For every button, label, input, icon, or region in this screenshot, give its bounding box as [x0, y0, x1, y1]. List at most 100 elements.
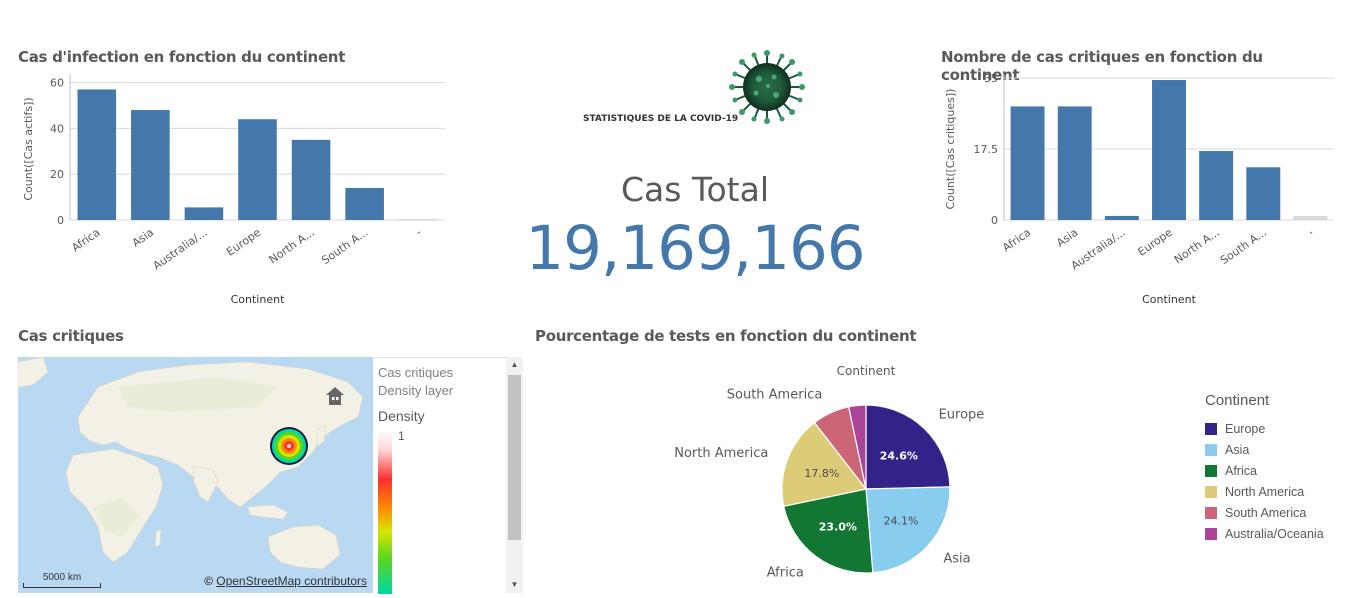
x-tick-label: South A... — [1218, 226, 1269, 267]
map-scale-label: 5000 km — [42, 572, 82, 583]
pie-value-label: 17.8% — [804, 467, 839, 480]
x-tick-label: Europe — [224, 226, 263, 259]
x-tick-label: Africa — [69, 226, 102, 255]
y-axis-title: Count([Cas critiques]) — [944, 89, 957, 210]
copyright-symbol: © — [204, 574, 213, 588]
bar-0[interactable] — [1010, 106, 1045, 220]
x-tick-label: - — [413, 226, 424, 239]
kpi-value: 19,169,166 — [525, 213, 865, 284]
map-scale: 5000 km — [23, 572, 101, 588]
legend-item-australia-oceania[interactable]: Australia/Oceania — [1205, 523, 1324, 544]
pie-slice-australia-oceania[interactable] — [847, 404, 867, 490]
y-tick-label: 20 — [50, 168, 64, 181]
pie-value-label: 24.6% — [880, 449, 918, 462]
legend-swatch — [1205, 443, 1217, 456]
bar-1[interactable] — [1057, 106, 1092, 220]
bar-5[interactable] — [1246, 167, 1281, 220]
scrollbar-thumb[interactable] — [508, 375, 521, 540]
bar-6[interactable] — [398, 218, 438, 220]
bar-3[interactable] — [1152, 80, 1186, 221]
legend-item-south-america[interactable]: South America — [1205, 502, 1324, 523]
x-axis-title: Continent — [231, 293, 285, 306]
legend-label: Europe — [1225, 421, 1266, 436]
legend-swatch — [1205, 464, 1217, 477]
bar-5[interactable] — [345, 187, 384, 220]
map-title: Cas critiques — [18, 327, 124, 345]
y-tick-label: 17.5 — [974, 143, 999, 156]
map-scale-bar — [23, 583, 101, 588]
legend-swatch — [1205, 422, 1217, 435]
y-tick-label: 35 — [984, 72, 998, 85]
legend-layer-type: Density layer — [378, 383, 454, 398]
bar-3[interactable] — [238, 119, 277, 220]
x-tick-label: Australia/... — [151, 226, 210, 273]
tests-pie-chart[interactable]: Continent 24.6% Europe 24.1% Asia 23.0% Africa… — [640, 355, 1040, 590]
pie-category-label: North America — [674, 446, 768, 461]
legend-item-europe[interactable]: Europe — [1205, 418, 1324, 439]
y-tick-label: 0 — [57, 214, 64, 227]
legend-label: Africa — [1225, 463, 1257, 478]
legend-label: South America — [1225, 505, 1307, 520]
y-tick-label: 60 — [50, 77, 64, 90]
legend-item-asia[interactable]: Asia — [1205, 439, 1324, 460]
y-tick-label: 0 — [991, 214, 998, 227]
x-tick-label: Africa — [1000, 226, 1033, 255]
pie-category-label: Asia — [943, 552, 970, 567]
map-legend: Cas critiques Density layer Density 1 — [373, 357, 507, 594]
legend-label: North America — [1225, 484, 1305, 499]
bar-4[interactable] — [291, 139, 331, 220]
density-label: Density — [378, 408, 425, 424]
pie-value-label: 24.1% — [884, 514, 919, 527]
pie-legend-title: Continent — [1205, 392, 1270, 409]
x-tick-label: Europe — [1136, 226, 1175, 259]
legend-swatch — [1205, 506, 1217, 519]
legend-item-north-america[interactable]: North America — [1205, 481, 1324, 502]
x-tick-label: Asia — [1054, 226, 1080, 250]
density-color-scale — [378, 430, 392, 594]
x-axis-title: Continent — [1142, 293, 1196, 306]
legend-swatch — [1205, 527, 1217, 540]
home-icon[interactable] — [325, 386, 345, 406]
pie-category-label: Africa — [767, 565, 804, 580]
covid-stats-title: STATISTIQUES DE LA COVID-19 — [583, 114, 739, 124]
bar-0[interactable] — [77, 89, 117, 220]
legend-label: Asia — [1225, 442, 1250, 457]
chart1-title: Cas d'infection en fonction du continent — [18, 48, 346, 66]
x-tick-label: North A... — [267, 226, 317, 267]
density-max-label: 1 — [398, 429, 405, 443]
virus-icon — [729, 50, 805, 124]
x-tick-label: - — [1305, 226, 1316, 239]
density-map[interactable]: 5000 km © OpenStreetMap contributors — [18, 357, 373, 593]
bar-6[interactable] — [1293, 215, 1328, 220]
pie-title: Pourcentage de tests en fonction du cont… — [535, 327, 917, 345]
legend-swatch — [1205, 485, 1217, 498]
bar-2[interactable] — [184, 207, 224, 220]
world-map-background — [18, 357, 364, 570]
map-attribution-link[interactable]: OpenStreetMap contributors — [216, 574, 367, 588]
y-tick-label: 40 — [50, 122, 64, 135]
pie-slice-europe[interactable] — [865, 404, 951, 490]
pie-legend: Continent Europe Asia Africa North America S… — [1205, 392, 1324, 544]
x-tick-label: South A... — [319, 226, 370, 267]
pie-slice-asia[interactable] — [865, 486, 951, 574]
map-attribution[interactable]: © OpenStreetMap contributors — [204, 574, 367, 588]
kpi-label: Cas Total — [620, 170, 770, 209]
pie-value-label: 23.0% — [819, 521, 857, 534]
x-tick-label: Asia — [130, 226, 156, 250]
legend-label: Australia/Oceania — [1225, 526, 1324, 541]
legend-layer-name: Cas critiques — [378, 365, 454, 380]
scroll-up-icon[interactable]: ▲ — [510, 360, 519, 369]
bar-4[interactable] — [1199, 151, 1234, 220]
x-tick-label: North A... — [1172, 226, 1222, 267]
scroll-down-icon[interactable]: ▼ — [510, 580, 519, 589]
pie-slice-north-america[interactable] — [781, 421, 868, 508]
pie-category-label: South America — [727, 388, 823, 403]
bar-1[interactable] — [131, 110, 170, 220]
pie-chart-title: Continent — [837, 364, 896, 378]
bar-2[interactable] — [1104, 215, 1139, 220]
chart2-title: Nombre de cas critiques en fonction du c… — [941, 48, 1263, 84]
pie-slice-africa[interactable] — [783, 488, 874, 574]
legend-item-africa[interactable]: Africa — [1205, 460, 1324, 481]
